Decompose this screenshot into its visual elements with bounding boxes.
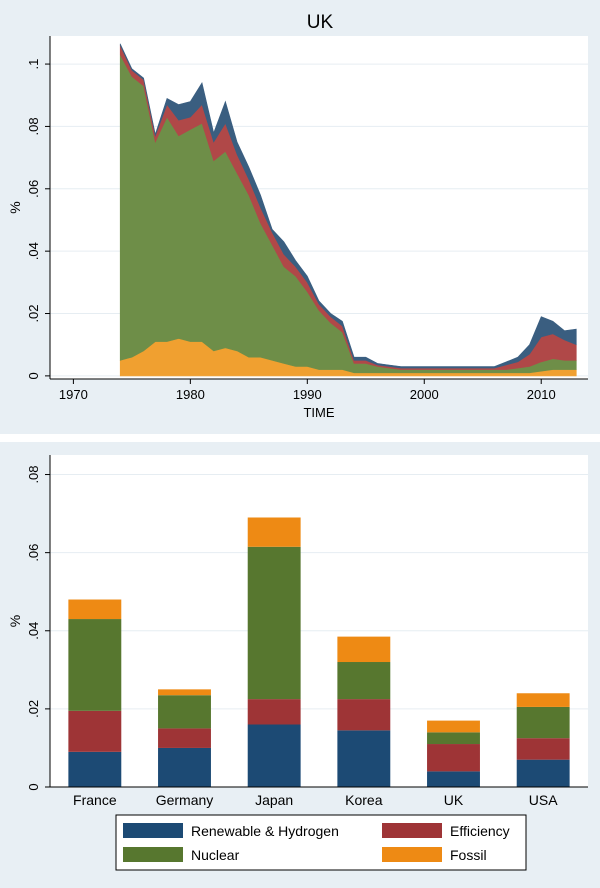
legend-label: Nuclear xyxy=(191,847,240,863)
bottom-y-tick-label: .06 xyxy=(26,544,41,562)
bar-germany-nuclear xyxy=(158,695,211,729)
bar-uk-efficiency xyxy=(427,744,480,772)
bar-korea-renewable-hydrogen xyxy=(337,730,391,787)
top-area-chart: 0 .02 .04 .06 .08 .1 1970 1980 1990 2000 2010 TIME% xyxy=(7,36,588,420)
bar-korea-nuclear xyxy=(337,662,391,700)
bar-germany-renewable-hydrogen xyxy=(158,747,211,787)
top-x-tick-label: 1970 xyxy=(59,387,88,402)
bar-japan-efficiency xyxy=(247,699,301,725)
legend-label: Efficiency xyxy=(450,823,510,839)
top-y-tick-label: .04 xyxy=(26,242,41,260)
bar-usa-efficiency xyxy=(516,738,570,760)
bar-germany-efficiency xyxy=(158,728,211,748)
bottom-x-tick-label: France xyxy=(73,792,117,808)
top-chart-title: UK xyxy=(307,12,334,33)
bottom-x-tick-label: Germany xyxy=(156,792,214,808)
bottom-y-tick-label: .02 xyxy=(26,700,41,718)
bar-korea-fossil xyxy=(337,636,391,663)
bar-france-nuclear xyxy=(68,619,122,711)
bottom-y-tick-label: .04 xyxy=(26,622,41,640)
bar-germany-fossil xyxy=(158,689,211,696)
bar-uk-fossil xyxy=(427,720,480,733)
bar-japan-renewable-hydrogen xyxy=(247,724,301,787)
bottom-y-tick-label: .08 xyxy=(26,465,41,483)
bar-france-renewable-hydrogen xyxy=(68,751,122,787)
bar-usa-fossil xyxy=(516,693,570,707)
bar-france-fossil xyxy=(68,599,122,620)
top-y-tick-label: .08 xyxy=(26,117,41,135)
bar-uk-nuclear xyxy=(427,732,480,745)
bar-japan-nuclear xyxy=(247,546,301,700)
top-x-tick-label: 2010 xyxy=(527,387,556,402)
bar-usa-renewable-hydrogen xyxy=(516,759,570,787)
bottom-y-tick-label: 0 xyxy=(26,783,41,790)
legend-swatch xyxy=(382,847,442,862)
top-y-tick-label: 0 xyxy=(26,372,41,379)
legend-label: Renewable & Hydrogen xyxy=(191,823,339,839)
top-x-tick-label: 2000 xyxy=(410,387,439,402)
bar-uk-renewable-hydrogen xyxy=(427,771,480,787)
bottom-y-axis-label: % xyxy=(7,615,23,627)
bottom-x-tick-label: UK xyxy=(444,792,464,808)
legend-swatch xyxy=(123,823,183,838)
bar-france-efficiency xyxy=(68,710,122,752)
bottom-plot-area xyxy=(50,455,588,787)
legend-box xyxy=(115,814,527,871)
bar-usa-nuclear xyxy=(516,706,570,739)
top-x-axis-label: TIME xyxy=(303,405,334,420)
bar-korea-efficiency xyxy=(337,699,391,731)
legend-swatch xyxy=(123,847,183,862)
top-y-tick-label: .1 xyxy=(26,59,41,70)
top-y-tick-label: .02 xyxy=(26,304,41,322)
bar-japan-fossil xyxy=(247,517,301,547)
top-y-tick-label: .06 xyxy=(26,180,41,198)
bottom-x-tick-label: Japan xyxy=(255,792,293,808)
top-x-tick-label: 1990 xyxy=(293,387,322,402)
bottom-x-tick-label: USA xyxy=(529,792,558,808)
bottom-bar-chart: 0 .02 .04 .06 .08 France Germany Japan Korea UK US… xyxy=(7,455,588,808)
legend-label: Fossil xyxy=(450,847,487,863)
legend-swatch xyxy=(382,823,442,838)
top-area-renewable-hydrogen xyxy=(119,43,577,369)
legend: Renewable & Hydrogen Efficiency Nuclear Fos… xyxy=(115,814,527,871)
bottom-x-tick-label: Korea xyxy=(345,792,383,808)
top-y-axis-label: % xyxy=(7,201,23,213)
top-x-tick-label: 1980 xyxy=(176,387,205,402)
